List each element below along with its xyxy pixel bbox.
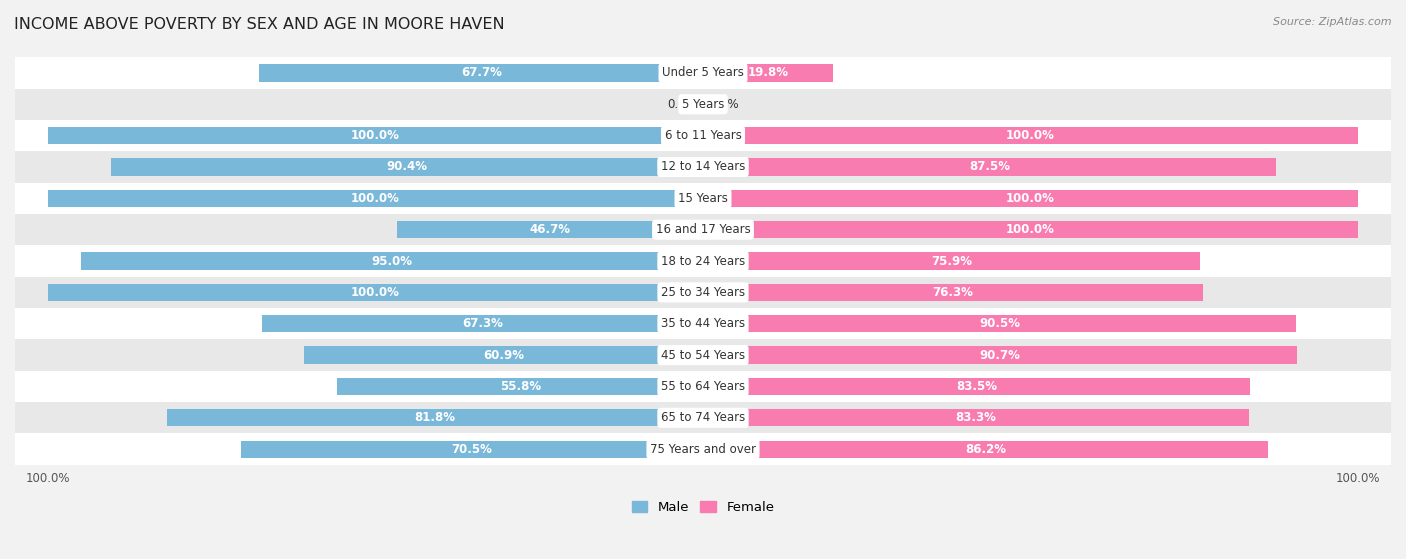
Text: 83.5%: 83.5% [956,380,997,393]
Bar [15,57,1391,89]
Text: 12 to 14 Years: 12 to 14 Years [661,160,745,173]
Bar [703,64,832,82]
Bar [15,120,1391,151]
Text: 19.8%: 19.8% [748,67,789,79]
Text: 83.3%: 83.3% [956,411,997,424]
Text: 90.4%: 90.4% [387,160,427,173]
Bar [15,308,1391,339]
Bar [240,440,703,458]
Text: 90.5%: 90.5% [979,318,1019,330]
Text: 100.0%: 100.0% [1007,192,1054,205]
Bar [48,127,703,144]
Bar [167,409,703,427]
Bar [15,371,1391,402]
Bar [337,378,703,395]
Legend: Male, Female: Male, Female [626,496,780,519]
Bar [703,284,1204,301]
Text: 15 Years: 15 Years [678,192,728,205]
Text: 90.7%: 90.7% [980,349,1021,362]
Bar [15,245,1391,277]
Bar [15,183,1391,214]
Bar [703,347,1298,364]
Text: 46.7%: 46.7% [530,223,571,236]
Text: 86.2%: 86.2% [965,443,1005,456]
Bar [703,440,1268,458]
Bar [15,277,1391,308]
Text: 0.0%: 0.0% [710,98,740,111]
Text: 67.3%: 67.3% [463,318,503,330]
Bar [703,253,1201,269]
Text: 100.0%: 100.0% [1007,223,1054,236]
Text: 95.0%: 95.0% [371,254,412,268]
Text: 100.0%: 100.0% [352,129,399,142]
Text: 70.5%: 70.5% [451,443,492,456]
Bar [15,433,1391,465]
Text: 35 to 44 Years: 35 to 44 Years [661,318,745,330]
Text: 75 Years and over: 75 Years and over [650,443,756,456]
Text: 18 to 24 Years: 18 to 24 Years [661,254,745,268]
Text: 100.0%: 100.0% [352,192,399,205]
Text: 75.9%: 75.9% [931,254,972,268]
Text: INCOME ABOVE POVERTY BY SEX AND AGE IN MOORE HAVEN: INCOME ABOVE POVERTY BY SEX AND AGE IN M… [14,17,505,32]
Text: 0.0%: 0.0% [666,98,696,111]
Text: 60.9%: 60.9% [484,349,524,362]
Bar [703,190,1358,207]
Bar [111,158,703,176]
Bar [703,378,1250,395]
Text: 100.0%: 100.0% [1007,129,1054,142]
Bar [80,253,703,269]
Bar [48,190,703,207]
Bar [703,127,1358,144]
Bar [703,315,1296,333]
Bar [15,402,1391,433]
Text: 87.5%: 87.5% [969,160,1010,173]
Text: 45 to 54 Years: 45 to 54 Years [661,349,745,362]
Text: 25 to 34 Years: 25 to 34 Years [661,286,745,299]
Bar [259,64,703,82]
Bar [15,339,1391,371]
Text: Source: ZipAtlas.com: Source: ZipAtlas.com [1274,17,1392,27]
Bar [396,221,703,238]
Bar [703,158,1277,176]
Text: 67.7%: 67.7% [461,67,502,79]
Bar [703,221,1358,238]
Text: 100.0%: 100.0% [352,286,399,299]
Bar [15,214,1391,245]
Text: Under 5 Years: Under 5 Years [662,67,744,79]
Bar [262,315,703,333]
Text: 6 to 11 Years: 6 to 11 Years [665,129,741,142]
Text: 5 Years: 5 Years [682,98,724,111]
Text: 81.8%: 81.8% [415,411,456,424]
Text: 55.8%: 55.8% [499,380,541,393]
Text: 76.3%: 76.3% [932,286,973,299]
Bar [15,151,1391,183]
Bar [304,347,703,364]
Text: 55 to 64 Years: 55 to 64 Years [661,380,745,393]
Bar [15,89,1391,120]
Bar [703,409,1249,427]
Text: 65 to 74 Years: 65 to 74 Years [661,411,745,424]
Bar [48,284,703,301]
Text: 16 and 17 Years: 16 and 17 Years [655,223,751,236]
